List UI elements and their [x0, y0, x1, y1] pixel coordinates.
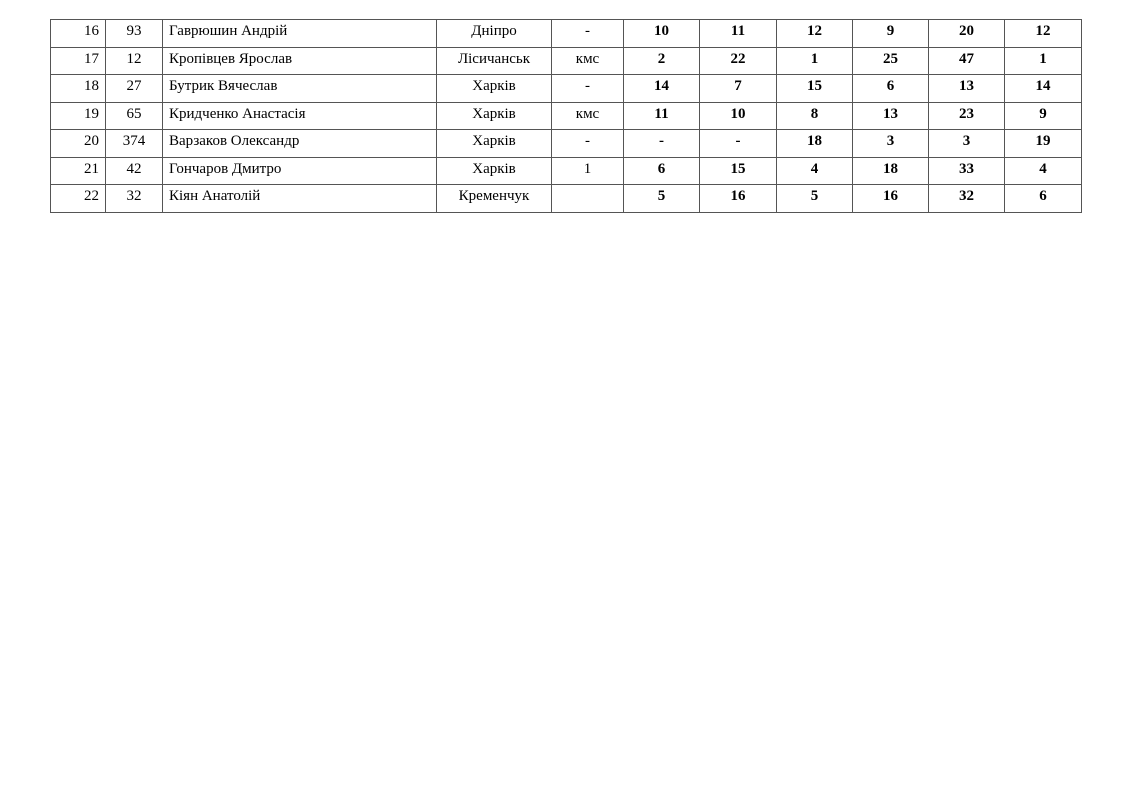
name-cell: Кропівцев Ярослав	[162, 46, 437, 75]
city-cell: Дніпро	[436, 19, 552, 48]
score-cell: 9	[1004, 101, 1082, 130]
score-cell: 1	[1004, 46, 1082, 75]
score-cell: 6	[623, 156, 700, 185]
score-cell: 11	[699, 19, 777, 48]
bib-cell: 27	[105, 74, 163, 103]
rank-cell: -	[551, 74, 624, 103]
score-cell: 20	[928, 19, 1005, 48]
name-cell: Гаврюшин Андрій	[162, 19, 437, 48]
place-cell: 22	[50, 184, 106, 213]
score-cell: 5	[776, 184, 853, 213]
place-cell: 19	[50, 101, 106, 130]
score-cell: 1	[776, 46, 853, 75]
results-table: 16 93 Гаврюшин Андрій Дніпро -10 11 12 9 20 12 17 1…	[50, 19, 1082, 213]
score-cell: 18	[776, 129, 853, 158]
city-cell: Харків	[436, 129, 552, 158]
score-cell: -	[623, 129, 700, 158]
table-row: 20 374 Варзаков Олександр Харків - - -18 3 3 19	[50, 129, 1082, 158]
bib-cell: 65	[105, 101, 163, 130]
name-cell: Кридченко Анастасія	[162, 101, 437, 130]
score-cell: 12	[776, 19, 853, 48]
name-cell: Варзаков Олександр	[162, 129, 437, 158]
score-cell: -	[699, 129, 777, 158]
bib-cell: 12	[105, 46, 163, 75]
score-cell: 47	[928, 46, 1005, 75]
score-cell: 8	[776, 101, 853, 130]
score-cell: 9	[852, 19, 929, 48]
place-cell: 16	[50, 19, 106, 48]
score-cell: 6	[852, 74, 929, 103]
city-cell: Харків	[436, 101, 552, 130]
score-cell: 23	[928, 101, 1005, 130]
score-cell: 12	[1004, 19, 1082, 48]
city-cell: Кременчук	[436, 184, 552, 213]
rank-cell: -	[551, 129, 624, 158]
rank-cell: -	[551, 19, 624, 48]
rank-cell: кмс	[551, 101, 624, 130]
results-table-body: 16 93 Гаврюшин Андрій Дніпро -10 11 12 9 20 12 17 1…	[50, 19, 1082, 213]
bib-cell: 32	[105, 184, 163, 213]
score-cell: 6	[1004, 184, 1082, 213]
bib-cell: 42	[105, 156, 163, 185]
score-cell: 33	[928, 156, 1005, 185]
score-cell: 10	[699, 101, 777, 130]
score-cell: 4	[1004, 156, 1082, 185]
score-cell: 32	[928, 184, 1005, 213]
rank-cell: кмс	[551, 46, 624, 75]
score-cell: 5	[623, 184, 700, 213]
city-cell: Харків	[436, 156, 552, 185]
score-cell: 19	[1004, 129, 1082, 158]
score-cell: 7	[699, 74, 777, 103]
score-cell: 14	[623, 74, 700, 103]
score-cell: 11	[623, 101, 700, 130]
place-cell: 20	[50, 129, 106, 158]
score-cell: 10	[623, 19, 700, 48]
score-cell: 15	[699, 156, 777, 185]
city-cell: Лісичанськ	[436, 46, 552, 75]
score-cell: 22	[699, 46, 777, 75]
bib-cell: 374	[105, 129, 163, 158]
name-cell: Бутрик Вячеслав	[162, 74, 437, 103]
place-cell: 18	[50, 74, 106, 103]
place-cell: 21	[50, 156, 106, 185]
score-cell: 16	[699, 184, 777, 213]
place-cell: 17	[50, 46, 106, 75]
table-row: 21 42 Гончаров Дмитро Харків 1 6 15 4 18 33 4	[50, 156, 1082, 185]
score-cell: 15	[776, 74, 853, 103]
score-cell: 14	[1004, 74, 1082, 103]
table-row: 17 12 Кропівцев Ярослав Лісичанськ кмс 2 22 1 25…	[50, 46, 1082, 75]
score-cell: 13	[928, 74, 1005, 103]
bib-cell: 93	[105, 19, 163, 48]
score-cell: 18	[852, 156, 929, 185]
table-row: 22 32 Кіян Анатолій Кременчук 5 16 5 16 32 6	[50, 184, 1082, 213]
score-cell: 16	[852, 184, 929, 213]
name-cell: Гончаров Дмитро	[162, 156, 437, 185]
rank-cell	[551, 184, 624, 213]
score-cell: 25	[852, 46, 929, 75]
score-cell: 3	[928, 129, 1005, 158]
score-cell: 4	[776, 156, 853, 185]
rank-cell: 1	[551, 156, 624, 185]
table-row: 18 27 Бутрик Вячеслав Харків -14 7 15 6 13 14	[50, 74, 1082, 103]
table-row: 16 93 Гаврюшин Андрій Дніпро -10 11 12 9 20 12	[50, 19, 1082, 48]
score-cell: 13	[852, 101, 929, 130]
name-cell: Кіян Анатолій	[162, 184, 437, 213]
score-cell: 3	[852, 129, 929, 158]
city-cell: Харків	[436, 74, 552, 103]
table-row: 19 65 Кридченко Анастасія Харків кмс 11 10 8 13 2…	[50, 101, 1082, 130]
score-cell: 2	[623, 46, 700, 75]
